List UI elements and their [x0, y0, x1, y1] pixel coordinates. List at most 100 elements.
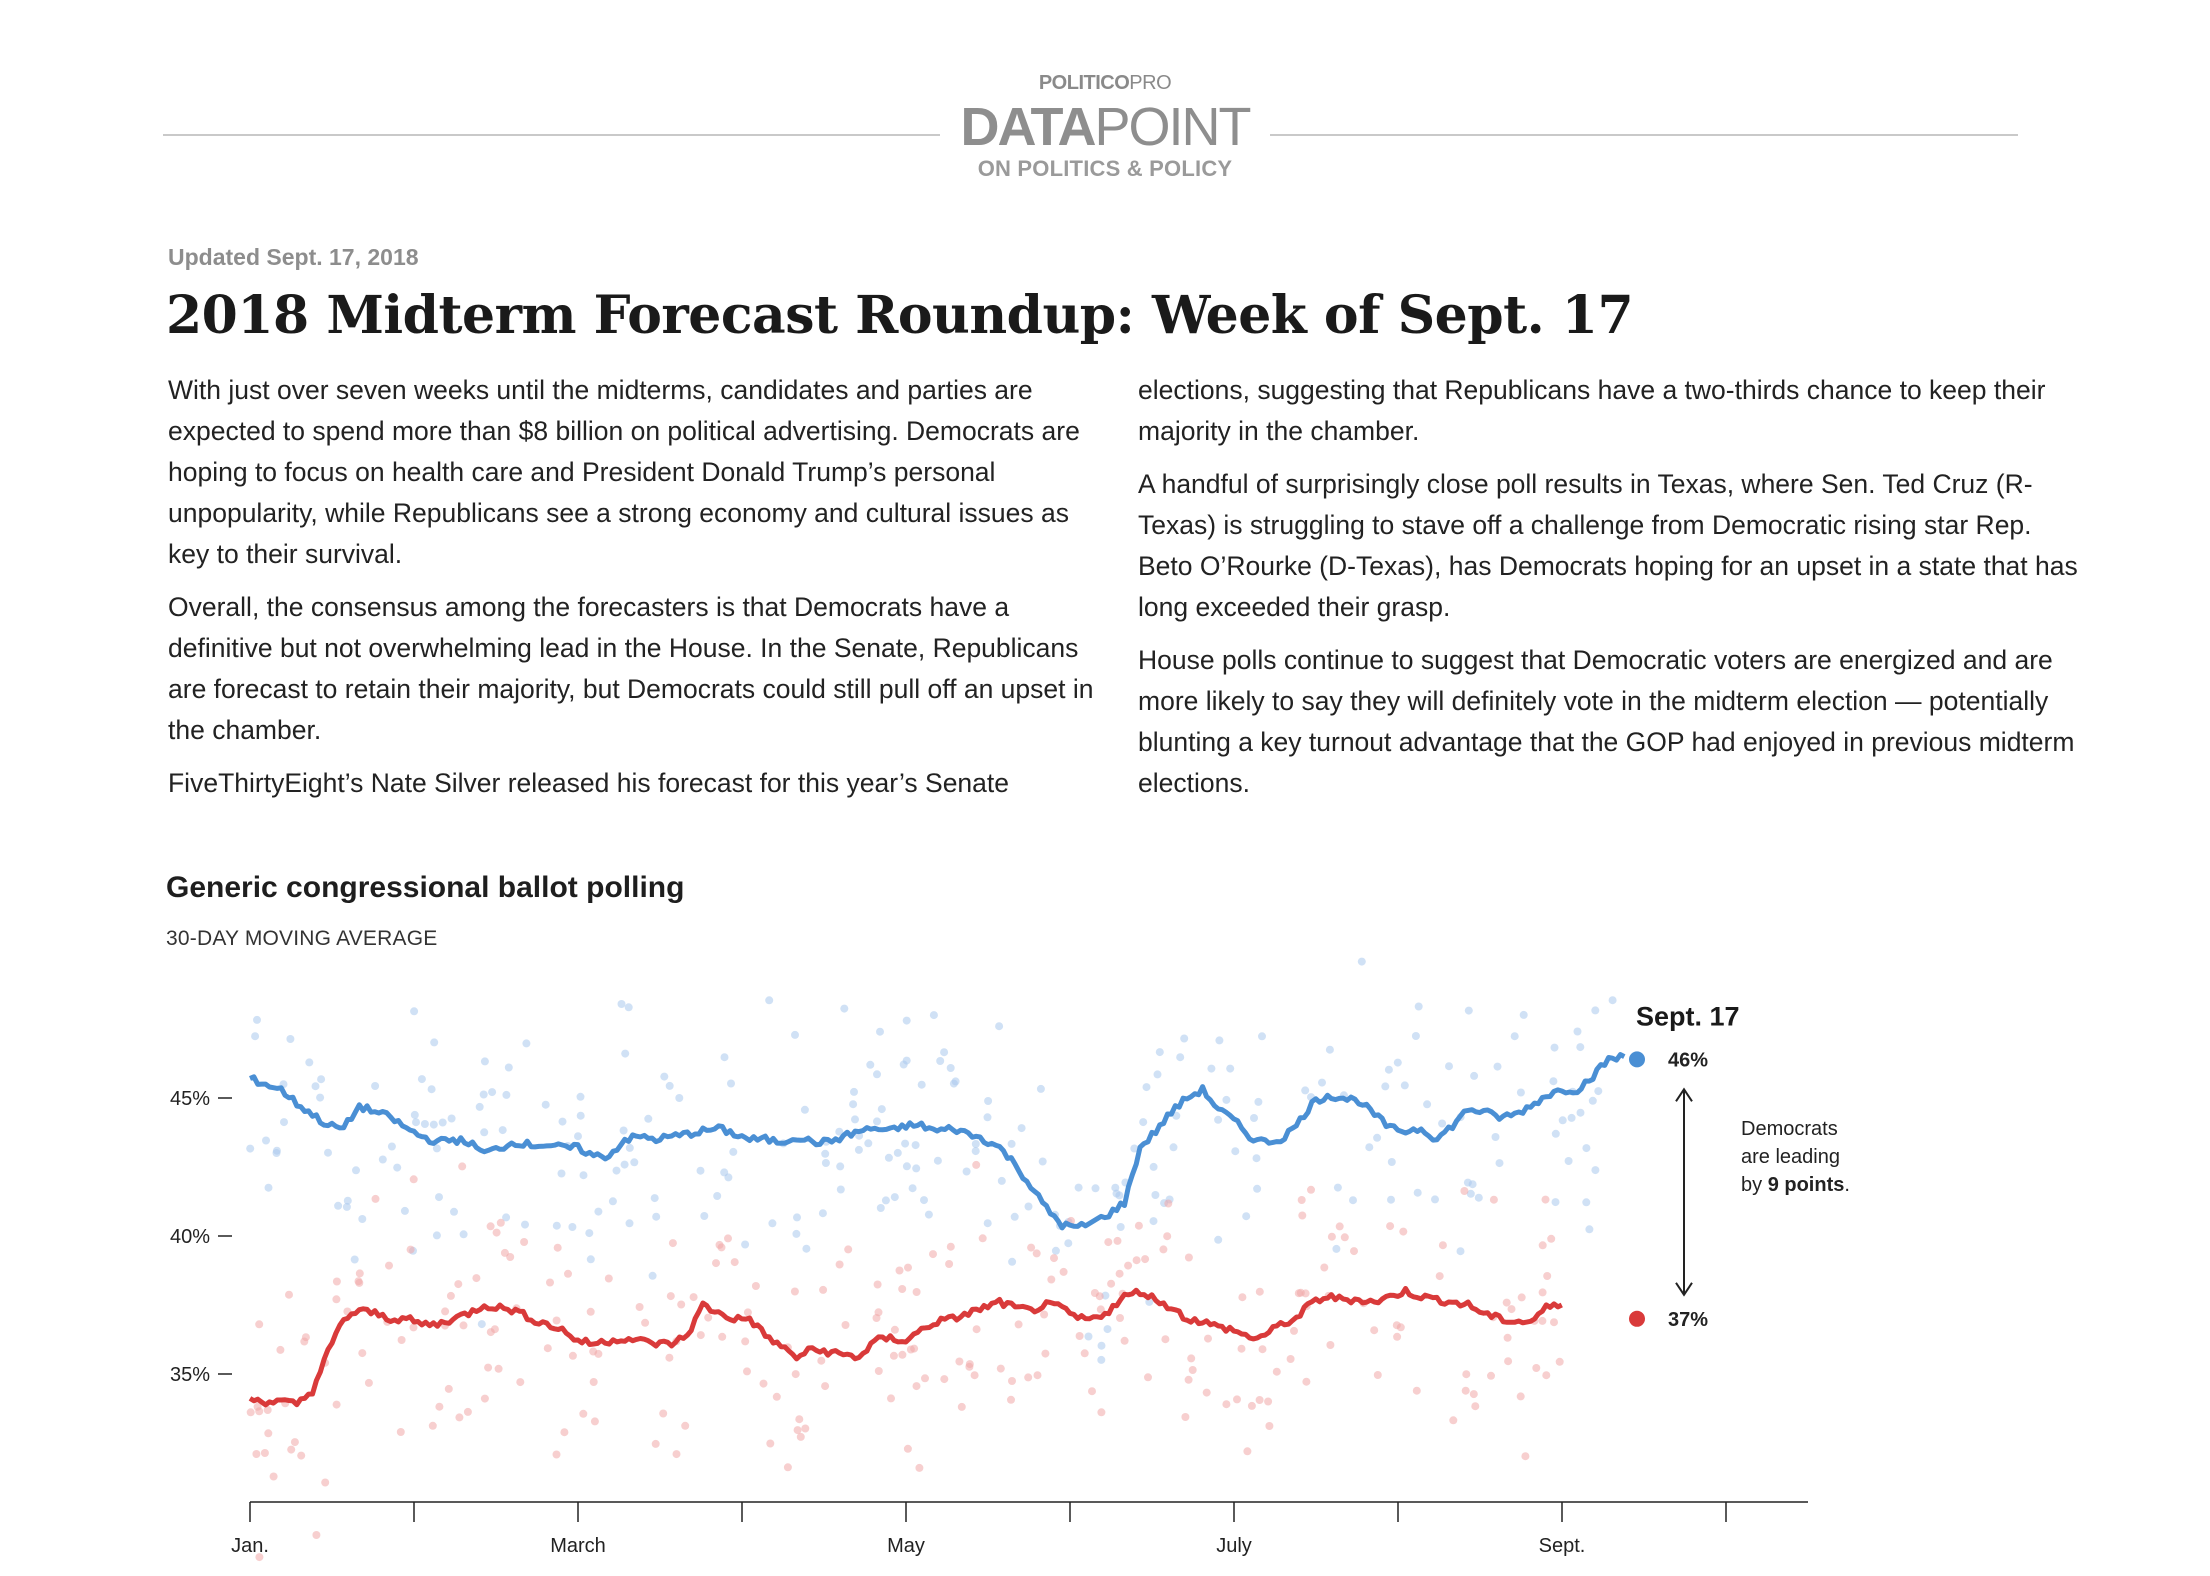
poll-dot [1134, 1221, 1143, 1230]
poll-dot [263, 1406, 272, 1414]
poll-dot [1333, 1183, 1342, 1192]
poll-dot [844, 1245, 853, 1254]
poll-dot [625, 1219, 634, 1228]
poll-dot [1188, 1366, 1197, 1374]
poll-dot [1272, 1367, 1281, 1376]
poll-dot [1080, 1349, 1089, 1358]
poll-dot [410, 1007, 419, 1016]
poll-dot [1258, 1345, 1267, 1354]
poll-dot [608, 1197, 617, 1206]
poll-dot [915, 1463, 924, 1472]
democrats-end-marker [1629, 1051, 1645, 1068]
poll-dot [387, 1142, 396, 1151]
poll-dot [1384, 1065, 1393, 1074]
poll-dot [1302, 1377, 1311, 1386]
poll-dot [1503, 1333, 1512, 1342]
poll-dot [396, 1428, 405, 1436]
poll-dot [378, 1155, 387, 1164]
poll-dot [498, 1126, 507, 1135]
poll-dot [594, 1349, 603, 1358]
poll-dot [1318, 1078, 1326, 1087]
poll-dot [791, 1030, 799, 1039]
poll-dot [1024, 1373, 1033, 1382]
poll-dot [817, 1356, 826, 1365]
poll-dot [920, 1196, 928, 1205]
poll-dot [1387, 1195, 1395, 1204]
poll-dot [720, 1053, 729, 1062]
poll-dot [1176, 1053, 1185, 1062]
poll-dot [724, 1234, 732, 1243]
poll-dot [704, 1313, 713, 1322]
poll-dot [297, 1451, 306, 1460]
poll-dot [1231, 1147, 1240, 1156]
poll-dot [435, 1402, 444, 1411]
x-tick-label: Jan. [231, 1535, 269, 1557]
poll-dot [677, 1300, 686, 1309]
poll-dot [409, 1175, 418, 1184]
poll-dot [502, 1090, 511, 1099]
poll-dot [1180, 1034, 1189, 1043]
poll-dot [397, 1336, 406, 1344]
poll-dot [1464, 1006, 1473, 1015]
poll-dot [1247, 1401, 1256, 1410]
poll-dot [1550, 1043, 1559, 1052]
poll-dot [800, 1105, 809, 1114]
poll-dot [821, 1159, 830, 1167]
poll-dot [409, 1323, 418, 1332]
poll-dot [552, 1221, 561, 1230]
poll-dot [255, 1320, 264, 1329]
poll-dot [1243, 1447, 1252, 1456]
poll-dot [1038, 1157, 1047, 1166]
poll-dot [772, 1392, 781, 1401]
poll-dot [665, 1081, 674, 1090]
poll-dot [1116, 1223, 1125, 1231]
poll-dot [420, 1120, 429, 1128]
poll-dot [1495, 1159, 1504, 1168]
poll-dot [876, 1027, 884, 1036]
poll-dot [1008, 1377, 1016, 1385]
masthead: POLITICOPRO DATAPOINT ON POLITICS & POLI… [0, 0, 2210, 190]
poll-dot [718, 1332, 727, 1341]
poll-dot [1549, 1077, 1558, 1086]
poll-dots [246, 957, 1617, 1562]
poll-dot [666, 1292, 675, 1301]
updated-date: Updated Sept. 17, 2018 [168, 244, 419, 270]
poll-dot [280, 1118, 288, 1127]
poll-dot [1130, 1144, 1139, 1153]
poll-dot [712, 1259, 720, 1268]
poll-dot [984, 1097, 993, 1105]
poll-dot [1456, 1247, 1465, 1256]
poll-dot [579, 1171, 588, 1180]
poll-dot [1184, 1253, 1193, 1262]
poll-dot [1489, 1195, 1498, 1204]
poll-dot [665, 1353, 674, 1362]
poll-dot [741, 1240, 750, 1249]
poll-dot [612, 1166, 621, 1175]
poll-dot [1017, 1124, 1026, 1133]
poll-dot [1222, 1400, 1231, 1409]
poll-dot [1471, 1402, 1480, 1411]
poll-dot [751, 1282, 760, 1290]
poll-dot [1387, 1158, 1396, 1166]
poll-dot [1258, 1032, 1266, 1041]
poll-dot [1097, 1355, 1106, 1364]
poll-dot [1111, 1183, 1120, 1192]
poll-dot [801, 1424, 810, 1433]
poll-dot [1517, 1293, 1526, 1302]
poll-dot [1373, 1133, 1382, 1142]
poll-dot [1326, 1341, 1335, 1349]
poll-dot [700, 1212, 709, 1220]
poll-dot [332, 1277, 341, 1286]
poll-dot [1159, 1245, 1168, 1254]
poll-dot [1222, 1095, 1231, 1104]
poll-dot [1538, 1241, 1547, 1250]
poll-dot [1255, 1287, 1264, 1296]
poll-dot [276, 1345, 285, 1354]
poll-dot [1399, 1227, 1408, 1236]
poll-dot [1591, 1166, 1600, 1175]
poll-dot [1582, 1198, 1591, 1207]
poll-dot [821, 1149, 830, 1158]
poll-dot [490, 1325, 499, 1334]
poll-dot [458, 1162, 467, 1171]
poll-dot [819, 1285, 828, 1294]
